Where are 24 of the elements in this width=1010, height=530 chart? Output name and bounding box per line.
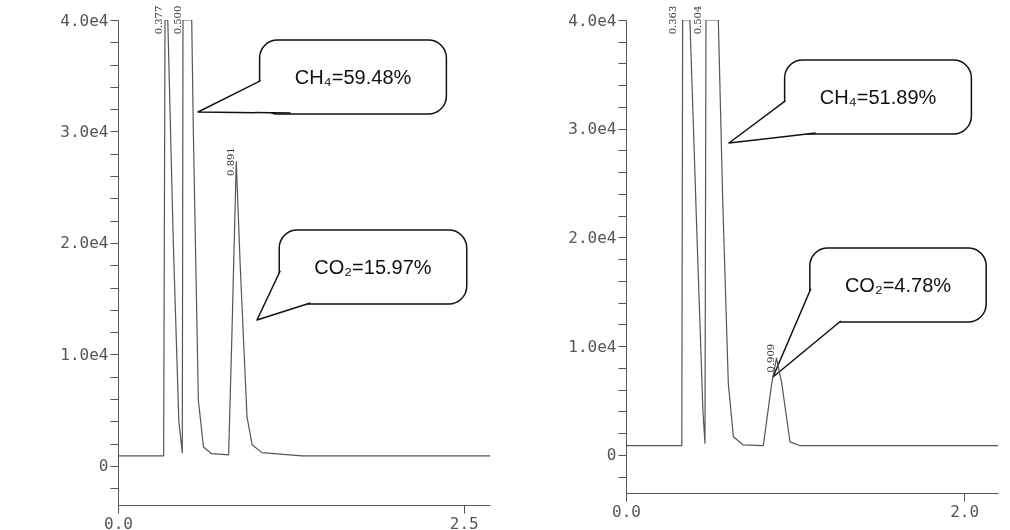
y-tick-label: 2.0e4 bbox=[60, 233, 109, 253]
annotation: CO₂=15.97% bbox=[314, 256, 432, 278]
x-tick-label: 2.5 bbox=[449, 513, 479, 530]
y-tick-label: 0 bbox=[606, 445, 617, 465]
y-tick-label: 0 bbox=[98, 456, 109, 476]
annotation: 0.500 bbox=[172, 5, 184, 35]
y-tick-label: 2.0e4 bbox=[568, 227, 617, 247]
y-tick-label: 1.0e4 bbox=[568, 336, 617, 356]
annotation: CH₄=59.48% bbox=[294, 66, 412, 88]
y-tick-label: 3.0e4 bbox=[568, 119, 617, 139]
y-tick-label: 1.0e4 bbox=[60, 344, 109, 364]
annotation: 0.377 bbox=[153, 5, 165, 35]
y-tick-label: 4.0e4 bbox=[60, 10, 109, 30]
x-tick-label: 2.0 bbox=[950, 501, 980, 521]
annotation: CO₂=4.78% bbox=[844, 274, 952, 296]
annotation: 0.363 bbox=[667, 5, 679, 35]
annotation: 0.504 bbox=[691, 5, 703, 35]
x-tick-label: 0.0 bbox=[104, 513, 133, 530]
annotation: CH₄=51.89% bbox=[819, 86, 937, 108]
y-tick-label: 3.0e4 bbox=[60, 121, 109, 141]
annotation: 0.891 bbox=[225, 147, 237, 176]
y-tick-label: 4.0e4 bbox=[568, 10, 617, 30]
annotation: 0.909 bbox=[765, 343, 777, 373]
x-tick-label: 0.0 bbox=[612, 501, 641, 521]
